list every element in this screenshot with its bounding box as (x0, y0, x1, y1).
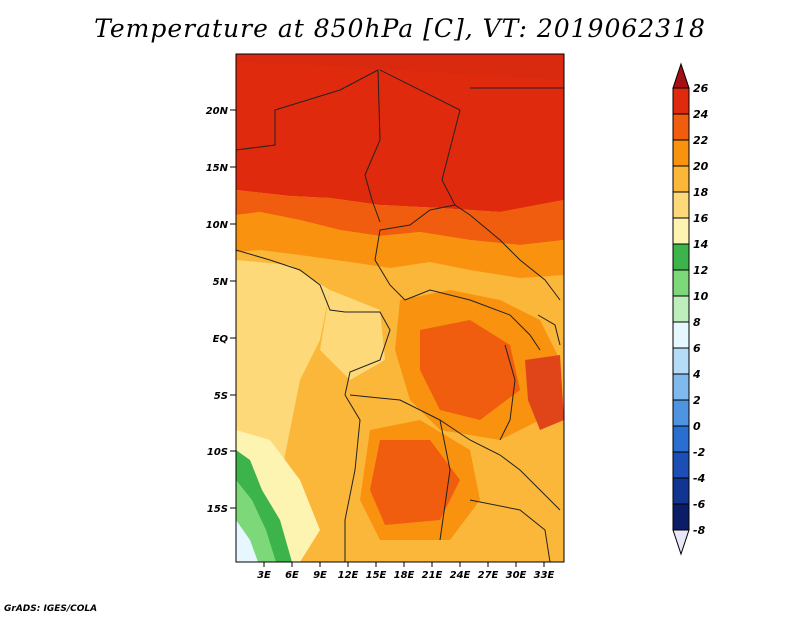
colorbar-box (672, 295, 690, 323)
colorbar-label: 12 (693, 264, 709, 277)
lon-label: 15E (366, 570, 387, 581)
colorbar-label: 6 (693, 342, 701, 355)
colorbar-box (672, 87, 690, 115)
colorbar-label: 26 (693, 82, 709, 95)
colorbar-box (672, 321, 690, 349)
colorbar-label: 18 (693, 186, 709, 199)
lat-label: 5N (213, 277, 229, 288)
lon-label: 18E (394, 570, 415, 581)
map-title: Temperature at 850hPa [C], VT: 201906231… (94, 14, 706, 43)
colorbar-box (672, 373, 690, 401)
colorbar-label: 10 (693, 290, 709, 303)
colorbar-box (672, 165, 690, 193)
map-frame (235, 53, 565, 563)
colorbar-box (672, 191, 690, 219)
lon-label: 27E (478, 570, 499, 581)
colorbar-label: 2 (693, 394, 701, 407)
colorbar-under-triangle (672, 529, 690, 556)
colorbar-label: -2 (693, 446, 706, 459)
lat-label: 5S (214, 391, 228, 402)
colorbar-label: 24 (693, 108, 708, 121)
colorbar-box (672, 503, 690, 531)
lat-label: EQ (213, 334, 229, 345)
colorbar-label: 0 (693, 420, 701, 433)
colorbar-box (672, 451, 690, 479)
lat-label: 10S (207, 447, 228, 458)
colorbar-box (672, 243, 690, 271)
lon-label: 6E (285, 570, 299, 581)
temperature-field (236, 54, 564, 562)
colorbar-box (672, 425, 690, 453)
colorbar-boxes (672, 87, 690, 531)
colorbar-over-triangle (672, 62, 690, 89)
colorbar-label: -6 (693, 498, 706, 511)
colorbar-label: 16 (693, 212, 709, 225)
lat-label: 10N (206, 220, 229, 231)
colorbar-label: 14 (693, 238, 708, 251)
latitude-axis: 20N 15N 10N 5N EQ 5S 10S 15S (206, 106, 236, 515)
longitude-axis: 3E 6E 9E 12E 15E 18E 21E 24E 27E 30E 33E (257, 562, 555, 581)
lon-label: 21E (422, 570, 443, 581)
lon-label: 24E (450, 570, 471, 581)
lat-label: 15S (207, 504, 228, 515)
lon-label: 12E (338, 570, 359, 581)
colorbar-label: -4 (693, 472, 705, 485)
lon-label: 33E (534, 570, 555, 581)
colorbar-box (672, 139, 690, 167)
colorbar-box (672, 217, 690, 245)
colorbar-box (672, 269, 690, 297)
colorbar-label: 20 (693, 160, 709, 173)
grads-credit: GrADS: IGES/COLA (4, 604, 98, 614)
colorbar-box (672, 347, 690, 375)
colorbar-label: 8 (693, 316, 701, 329)
colorbar-label: 22 (693, 134, 709, 147)
lon-label: 3E (257, 570, 271, 581)
colorbar-label: 4 (692, 368, 701, 381)
colorbar-box (672, 399, 690, 427)
colorbar-label: -8 (693, 524, 706, 537)
lon-label: 30E (506, 570, 527, 581)
colorbar-box (672, 113, 690, 141)
colorbar-box (672, 477, 690, 505)
lat-label: 20N (206, 106, 229, 117)
lat-label: 15N (206, 163, 229, 174)
lon-label: 9E (313, 570, 327, 581)
